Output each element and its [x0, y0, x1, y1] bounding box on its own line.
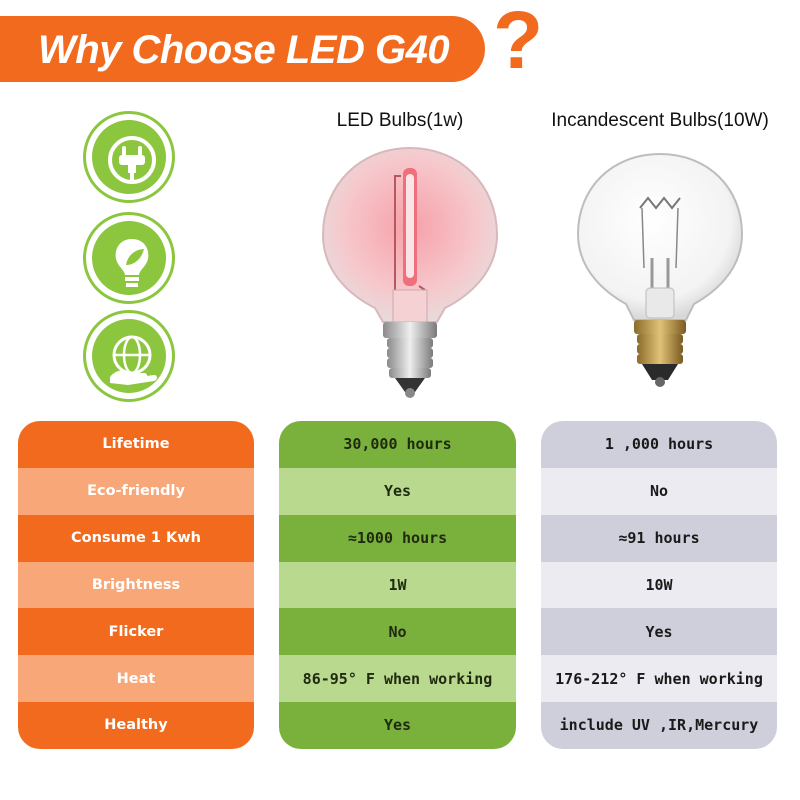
label-lifetime: Lifetime	[18, 421, 254, 468]
led-value-column: 30,000 hours Yes ≈1000 hours 1W No 86-95…	[279, 421, 516, 749]
led-heat: 86-95° F when working	[279, 655, 516, 703]
question-mark: ?	[493, 0, 544, 86]
inc-heat: 176-212° F when working	[541, 655, 777, 703]
led-lifetime: 30,000 hours	[279, 421, 516, 468]
banner-title: Why Choose LED G40	[38, 28, 450, 72]
green-globe-hand-icon	[83, 310, 175, 402]
energy-saving-plug-icon	[83, 111, 175, 203]
inc-brightness: 10W	[541, 561, 777, 609]
led-eco-friendly: Yes	[279, 467, 516, 515]
led-bulb-heading: LED Bulbs(1w)	[336, 110, 464, 131]
incandescent-bulb-heading: Incandescent Bulbs(10W)	[551, 110, 769, 131]
eco-bulb-leaf-icon	[83, 212, 175, 304]
label-brightness: Brightness	[18, 561, 254, 609]
title-banner: Why Choose LED G40	[0, 16, 485, 82]
feature-label-column: Lifetime Eco-friendly Consume 1 Kwh Brig…	[18, 421, 254, 749]
inc-consume-kwh: ≈91 hours	[541, 514, 777, 562]
incandescent-bulb-image	[576, 152, 744, 387]
inc-healthy: include UV ,IR,Mercury	[541, 702, 777, 749]
led-healthy: Yes	[279, 702, 516, 749]
label-consume-kwh: Consume 1 Kwh	[18, 514, 254, 562]
label-healthy: Healthy	[18, 702, 254, 749]
incandescent-value-column: 1 ,000 hours No ≈91 hours 10W Yes 176-21…	[541, 421, 777, 749]
label-flicker: Flicker	[18, 608, 254, 656]
label-eco-friendly: Eco-friendly	[18, 467, 254, 515]
inc-lifetime: 1 ,000 hours	[541, 421, 777, 468]
label-heat: Heat	[18, 655, 254, 703]
led-consume-kwh: ≈1000 hours	[279, 514, 516, 562]
inc-eco-friendly: No	[541, 467, 777, 515]
led-flicker: No	[279, 608, 516, 656]
led-brightness: 1W	[279, 561, 516, 609]
led-bulb-image	[321, 146, 499, 398]
inc-flicker: Yes	[541, 608, 777, 656]
